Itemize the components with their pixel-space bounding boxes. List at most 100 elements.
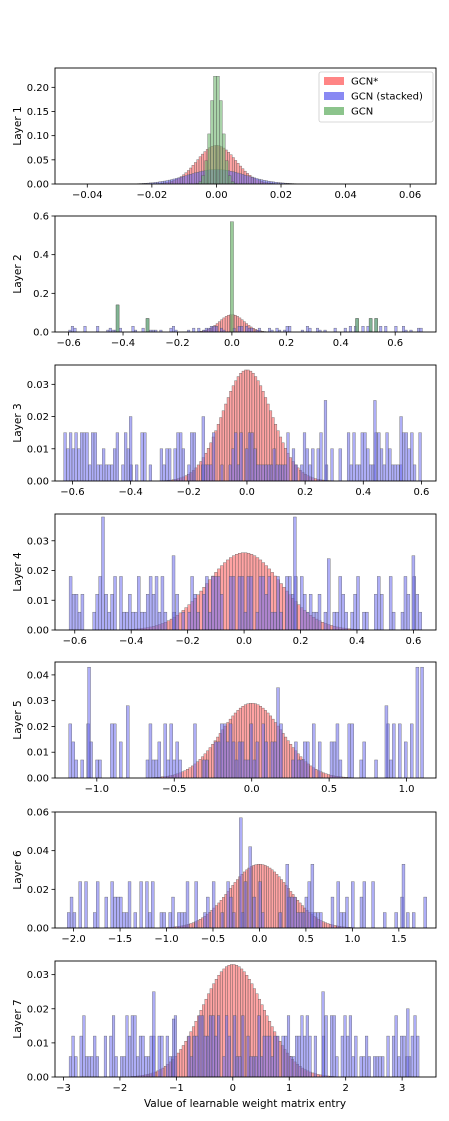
x-tick-label: −0.6 [56,338,80,349]
bar-gcn-stacked [345,896,349,928]
y-tick-label: 0.03 [27,696,49,707]
bar-gcn-star [176,1052,180,1077]
bar-gcn-stacked [247,327,251,332]
bar-gcn-stacked [96,326,100,332]
bar-gcn-stacked [295,1035,299,1077]
x-tick-label: −0.02 [137,190,168,201]
bar-gcn-stacked [215,326,218,332]
bar-gcn-stacked [418,611,422,630]
bar-gcn-stacked [241,1015,245,1077]
bar-gcn-stacked [318,329,322,332]
bar-gcn-stacked [298,912,303,928]
y-tick-label: 0.00 [27,1073,49,1084]
bar-gcn-stacked [92,611,96,630]
bar-gcn-stacked [303,741,307,778]
bar-gcn-stacked [272,448,276,481]
bar-gcn-stacked [68,576,73,630]
bar-gcn-stacked [69,432,73,481]
bar-gcn-star [270,869,274,928]
bar-gcn [213,76,217,184]
bar-gcn-stacked [292,1056,296,1077]
bar-gcn-stacked [404,741,408,778]
x-tick-label: 0.4 [349,636,365,647]
bar-gcn-star [196,761,200,778]
bar-gcn-stacked [194,172,197,184]
bar-gcn-stacked [79,1035,83,1077]
bar-gcn-stacked [154,329,158,332]
y-tick-label: 0.03 [27,970,49,981]
bar-gcn-star [224,316,228,332]
bar-gcn-stacked [349,464,353,481]
bar-gcn-stacked [267,464,271,481]
bar-gcn-star [226,559,230,630]
x-axis-label: Value of learnable weight matrix entry [144,1098,346,1110]
bar-gcn-stacked [217,576,221,630]
bar-gcn-stacked [172,178,176,184]
bar-gcn-stacked [104,464,108,481]
bar-gcn-stacked [386,1035,390,1077]
bar-gcn-stacked [207,327,211,332]
bar-gcn-stacked [102,448,106,481]
bar-gcn-stacked [412,912,416,928]
bar-gcn-stacked [286,1015,291,1077]
legend-swatch-gcn-stacked [324,92,344,100]
axes-frame [54,364,437,482]
bar-gcn-stacked [71,741,75,778]
x-tick-label: −0.6 [63,636,87,647]
bar-gcn-stacked [211,881,216,928]
bar-gcn-stacked [119,896,123,928]
bar-gcn-stacked [261,464,265,481]
bar-gcn-star [327,774,330,778]
x-tick-label: −0.2 [177,487,201,498]
bar-gcn-star [227,315,230,332]
bar-gcn-stacked [193,723,197,778]
layer-7-panel: −3 −2 −1 0 1 2 3 0.00 0.01 0.02 0.03 Layer 7 [12,960,437,1094]
bar-gcn-stacked [206,896,210,928]
bar-gcn-stacked [95,1056,99,1077]
bar-gcn-stacked [351,881,355,928]
bar-gcn-star [189,923,193,928]
y-tick-label: 0.00 [27,180,49,191]
bar-gcn-stacked [95,759,99,778]
y-tick-label: 0.02 [27,412,49,423]
bar-gcn-stacked [304,896,309,928]
bar-gcn-stacked [404,329,408,332]
bar-gcn-stacked [133,912,137,928]
bar-gcn-stacked [175,594,179,630]
bar-gcn-stacked [341,594,345,630]
legend: GCN* GCN (stacked) GCN [318,71,434,123]
y-axis-label: Layer 2 [12,254,24,293]
bar-gcn-stacked [125,611,129,630]
bar-gcn-stacked [162,912,166,928]
bar-gcn-stacked [99,464,103,481]
y-tick-label: 0.04 [27,670,49,681]
bar-gcn-stacked [184,175,188,184]
bar-gcn-stacked [343,327,347,332]
y-tick-label: 0.00 [27,477,49,488]
bar-gcn-star [268,867,272,928]
y-axis-label: Layer 1 [12,106,24,145]
bar-gcn-star [321,772,325,778]
bar-gcn-stacked [220,327,223,332]
bar-gcn-star [324,773,328,778]
axes-frame [54,513,437,631]
bar-gcn-stacked [377,432,381,481]
bar-gcn-stacked [332,741,337,778]
bar-gcn-stacked [107,464,111,481]
bar-gcn-stacked [189,174,193,184]
bar-gcn-stacked [330,1015,334,1077]
bar-gcn-stacked [208,1015,212,1077]
bar-gcn-stacked [402,1035,406,1077]
bar-gcn-stacked [107,611,111,630]
x-tick-label: −1.0 [85,784,109,795]
bar-gcn-stacked [222,723,227,778]
bar-gcn-stacked [351,1056,355,1077]
bar-gcn-stacked [169,327,173,332]
bar-gcn-star [219,971,223,1077]
bar-gcn-stacked [193,594,197,630]
bar-gcn-stacked [194,881,198,928]
bar-gcn-stacked [253,448,257,481]
bar-gcn-stacked [389,759,393,778]
bar-gcn-stacked [204,327,208,332]
bar-gcn-stacked [214,741,218,778]
